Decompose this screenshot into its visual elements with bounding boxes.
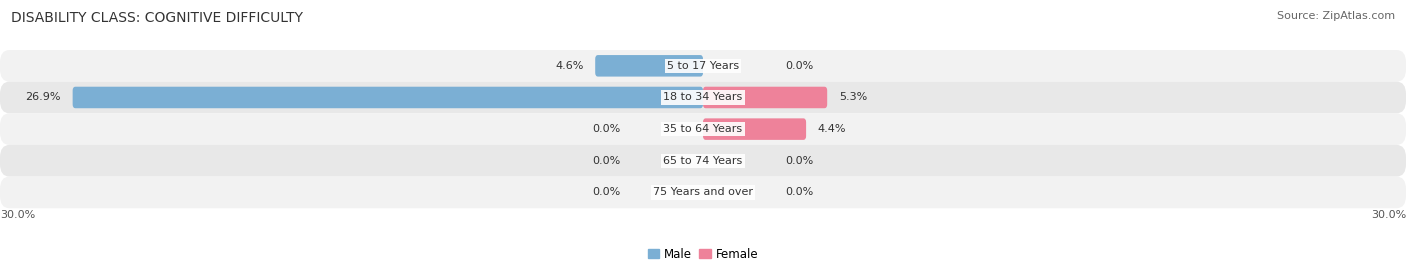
Text: 18 to 34 Years: 18 to 34 Years <box>664 93 742 102</box>
Text: 0.0%: 0.0% <box>593 187 621 197</box>
Text: 26.9%: 26.9% <box>25 93 60 102</box>
FancyBboxPatch shape <box>0 113 1406 145</box>
Text: 5.3%: 5.3% <box>839 93 868 102</box>
FancyBboxPatch shape <box>0 176 1406 208</box>
Text: 75 Years and over: 75 Years and over <box>652 187 754 197</box>
FancyBboxPatch shape <box>703 87 827 108</box>
Text: 4.6%: 4.6% <box>555 61 583 71</box>
FancyBboxPatch shape <box>0 82 1406 113</box>
Text: 65 to 74 Years: 65 to 74 Years <box>664 156 742 166</box>
Text: 0.0%: 0.0% <box>593 124 621 134</box>
Text: 4.4%: 4.4% <box>818 124 846 134</box>
FancyBboxPatch shape <box>703 118 806 140</box>
FancyBboxPatch shape <box>0 145 1406 176</box>
Text: DISABILITY CLASS: COGNITIVE DIFFICULTY: DISABILITY CLASS: COGNITIVE DIFFICULTY <box>11 11 304 25</box>
Text: Source: ZipAtlas.com: Source: ZipAtlas.com <box>1277 11 1395 21</box>
Text: 35 to 64 Years: 35 to 64 Years <box>664 124 742 134</box>
Text: 30.0%: 30.0% <box>1371 210 1406 220</box>
Text: 0.0%: 0.0% <box>785 61 813 71</box>
Text: 30.0%: 30.0% <box>0 210 35 220</box>
FancyBboxPatch shape <box>73 87 703 108</box>
Text: 5 to 17 Years: 5 to 17 Years <box>666 61 740 71</box>
Text: 0.0%: 0.0% <box>785 187 813 197</box>
Text: 0.0%: 0.0% <box>785 156 813 166</box>
FancyBboxPatch shape <box>595 55 703 77</box>
Text: 0.0%: 0.0% <box>593 156 621 166</box>
FancyBboxPatch shape <box>0 50 1406 82</box>
Legend: Male, Female: Male, Female <box>643 243 763 265</box>
